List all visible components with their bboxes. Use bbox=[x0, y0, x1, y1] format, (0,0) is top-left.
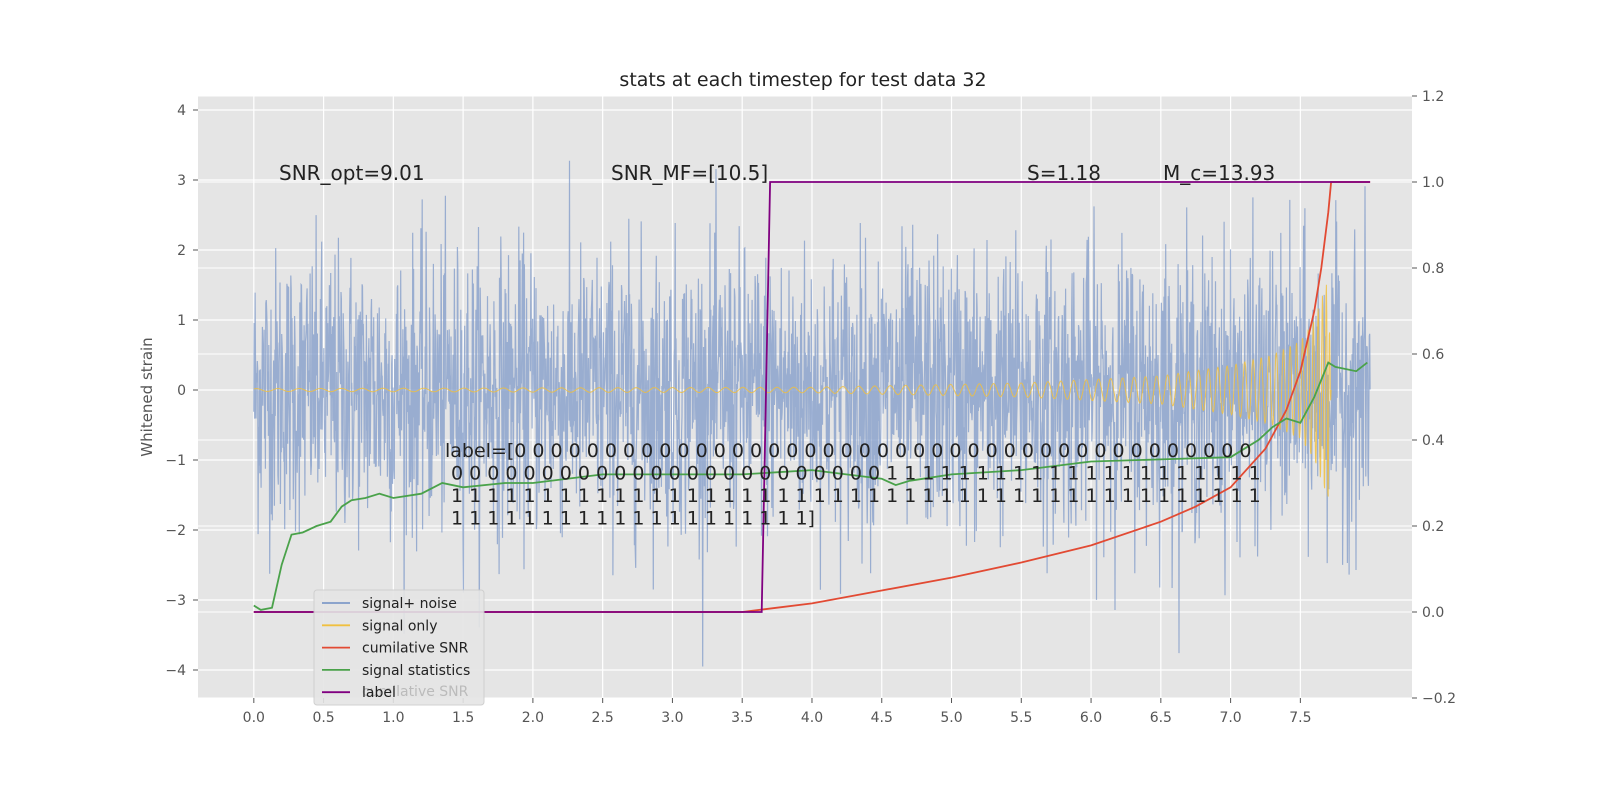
series-signal-statistics bbox=[253, 361, 1368, 611]
annotation-0: SNR_opt=9.01 bbox=[279, 161, 425, 185]
y-axis-label: Whitened strain bbox=[138, 337, 156, 456]
y-tick-label: −2 bbox=[165, 523, 186, 539]
series-line bbox=[253, 361, 1368, 611]
signal-only-line bbox=[253, 284, 1332, 497]
x-tick-label: 4.5 bbox=[871, 710, 893, 726]
y2-tick-label: 1.0 bbox=[1422, 175, 1444, 191]
y-tick-label: −4 bbox=[165, 663, 186, 679]
legend-label: cumilative SNR bbox=[362, 641, 469, 657]
legend-ghost-text: cumilative SNR bbox=[362, 684, 469, 700]
series-label bbox=[253, 181, 1371, 613]
y2-tick-label: 0.6 bbox=[1422, 347, 1444, 363]
x-tick-label: 6.5 bbox=[1150, 710, 1172, 726]
y-tick-label: −3 bbox=[165, 593, 186, 609]
x-tick-label: 3.5 bbox=[731, 710, 753, 726]
y2-tick-label: −0.2 bbox=[1422, 691, 1456, 707]
x-tick-label: 1.0 bbox=[382, 710, 404, 726]
y-tick-label: −1 bbox=[165, 453, 186, 469]
chart-title: stats at each timestep for test data 32 bbox=[619, 69, 986, 91]
x-tick-label: 2.5 bbox=[592, 710, 614, 726]
x-tick-label: 0.0 bbox=[243, 710, 265, 726]
y2-tick-label: 0.2 bbox=[1422, 519, 1444, 535]
axes: 0.0 0.5 1.0 1.5 2.0 2.5 3.0 3.5 4.0 4.5 5.0 5.5 6.0 6… bbox=[165, 89, 1456, 726]
label-text: label=[0 0 0 0 0 0 0 0 0 0 0 0 0 0 0 0 0… bbox=[445, 440, 1261, 530]
y-tick-label: 4 bbox=[177, 103, 186, 119]
x-tick-label: 0.5 bbox=[312, 710, 334, 726]
annotations: SNR_opt=9.01 SNR_MF=[10.5] S=1.18 M_c=13.93 bbox=[279, 161, 1275, 185]
legend-label: label bbox=[362, 685, 396, 701]
legend: cumilative SNR signal+ noise signal only cu… bbox=[313, 589, 485, 706]
x-tick-label: 2.0 bbox=[522, 710, 544, 726]
x-tick-label: 5.5 bbox=[1010, 710, 1032, 726]
x-tick-label: 7.5 bbox=[1289, 710, 1311, 726]
label-text-line: label=[0 0 0 0 0 0 0 0 0 0 0 0 0 0 0 0 0… bbox=[445, 440, 1252, 462]
annotation-2: S=1.18 bbox=[1027, 161, 1101, 185]
y2-tick-label: 0.0 bbox=[1422, 605, 1444, 621]
y-tick-label: 0 bbox=[177, 383, 186, 399]
plot-area bbox=[253, 160, 1371, 667]
annotation-1: SNR_MF=[10.5] bbox=[611, 161, 768, 185]
x-tick-label: 7.0 bbox=[1219, 710, 1241, 726]
y2-tick-label: 1.2 bbox=[1422, 89, 1444, 105]
label-text-line: 1 1 1 1 1 1 1 1 1 1 1 1 1 1 1 1 1 1 1 1] bbox=[445, 508, 815, 530]
y-tick-label: 1 bbox=[177, 313, 186, 329]
x-tick-label: 1.5 bbox=[452, 710, 474, 726]
legend-label: signal+ noise bbox=[362, 596, 457, 612]
series-line bbox=[253, 181, 1371, 613]
legend-box bbox=[313, 589, 485, 706]
x-tick-label: 3.0 bbox=[661, 710, 683, 726]
label-text-line: 0 0 0 0 0 0 0 0 0 0 0 0 0 0 0 0 0 0 0 0 … bbox=[445, 463, 1261, 485]
y2-tick-label: 0.4 bbox=[1422, 433, 1444, 449]
legend-label: signal only bbox=[362, 618, 437, 634]
legend-label: signal statistics bbox=[362, 663, 470, 679]
series-signal-only bbox=[253, 284, 1332, 497]
x-tick-label: 6.0 bbox=[1080, 710, 1102, 726]
label-text-line: 1 1 1 1 1 1 1 1 1 1 1 1 1 1 1 1 1 1 1 1 … bbox=[445, 485, 1261, 507]
y-tick-label: 2 bbox=[177, 243, 186, 259]
y2-tick-label: 0.8 bbox=[1422, 261, 1444, 277]
annotation-3: M_c=13.93 bbox=[1163, 161, 1275, 185]
x-tick-label: 4.0 bbox=[801, 710, 823, 726]
y-tick-label: 3 bbox=[177, 173, 186, 189]
x-tick-label: 5.0 bbox=[940, 710, 962, 726]
